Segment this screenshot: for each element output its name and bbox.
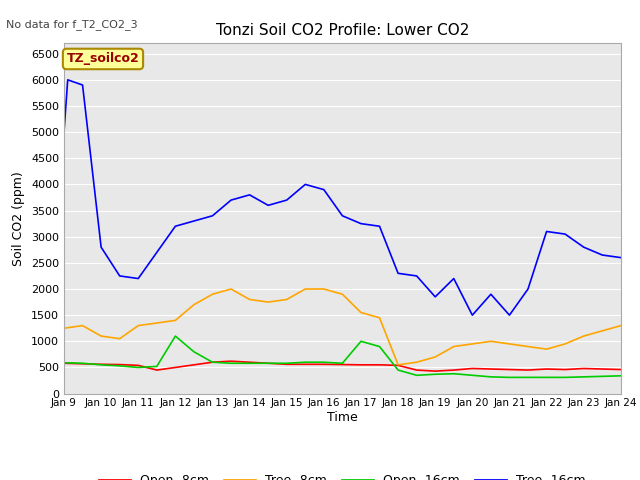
Title: Tonzi Soil CO2 Profile: Lower CO2: Tonzi Soil CO2 Profile: Lower CO2 bbox=[216, 23, 469, 38]
Legend: Open -8cm, Tree -8cm, Open -16cm, Tree -16cm: Open -8cm, Tree -8cm, Open -16cm, Tree -… bbox=[94, 469, 591, 480]
Y-axis label: Soil CO2 (ppm): Soil CO2 (ppm) bbox=[12, 171, 26, 266]
Text: TZ_soilco2: TZ_soilco2 bbox=[67, 52, 140, 65]
Text: No data for f_T2_CO2_3: No data for f_T2_CO2_3 bbox=[6, 19, 138, 30]
X-axis label: Time: Time bbox=[327, 411, 358, 424]
